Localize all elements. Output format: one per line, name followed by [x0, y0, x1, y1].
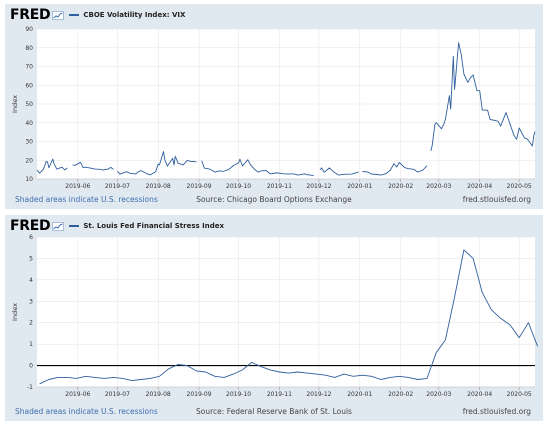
chart-footer: Shaded areas indicate U.S. recessions So… [5, 195, 543, 205]
y-tick-label: 2 [29, 320, 33, 327]
x-tick-label: 2019-07 [105, 183, 130, 190]
x-tick-label: 2020-03 [426, 391, 451, 398]
y-tick-label: 50 [25, 101, 33, 108]
fred-logo[interactable]: FRED [10, 218, 51, 234]
fred-logo-chart-icon [52, 221, 65, 231]
y-tick-label: 4 [29, 277, 33, 284]
chart-header: FRED CBOE Volatility Index: VIX [10, 7, 185, 23]
y-axis-label: Index [11, 303, 19, 321]
series-line [362, 162, 428, 176]
x-tick-label: 2020-05 [507, 183, 532, 190]
vix-chart: 10 20 30 40 50 60 70 80 90 2019-06 2019-07 2019-08 2… [11, 26, 536, 190]
fred-logo-chart-icon [52, 10, 65, 20]
x-tick-label: 2020-04 [467, 391, 492, 398]
y-tick-label: 6 [29, 234, 33, 241]
fred-logo[interactable]: FRED [10, 7, 51, 23]
x-tick-label: 2019-08 [146, 391, 171, 398]
y-tick-label: 1 [29, 341, 33, 348]
y-tick-label: 0 [29, 363, 33, 370]
x-tick-label: 2019-09 [187, 391, 212, 398]
y-tick-label: 20 [25, 157, 33, 164]
series-line [39, 249, 539, 385]
y-tick-label: 60 [25, 82, 33, 89]
x-tick-label: 2019-12 [306, 391, 331, 398]
x-tick-label: 2019-10 [226, 391, 251, 398]
y-axis-label: Index [11, 95, 19, 113]
y-tick-label: -1 [27, 384, 33, 391]
series-title: CBOE Volatility Index: VIX [83, 11, 186, 19]
stress-index-chart: -1 0 1 2 3 4 5 6 2019-06 2019-07 2019-08 2019-09 201… [11, 234, 539, 398]
recession-note-link[interactable]: Shaded areas indicate U.S. recessions [15, 407, 158, 416]
vix-chart-panel: FRED CBOE Volatility Index: VIX 10 20 30 40… [5, 4, 543, 209]
site-link[interactable]: fred.stlouisfed.org [462, 195, 531, 204]
y-tick-label: 40 [25, 120, 33, 127]
y-tick-label: 90 [25, 26, 33, 33]
x-tick-label: 2019-08 [146, 183, 171, 190]
site-link[interactable]: fred.stlouisfed.org [462, 407, 531, 416]
x-tick-label: 2019-09 [187, 183, 212, 190]
legend-line-icon [69, 14, 80, 16]
y-tick-label: 5 [29, 255, 33, 262]
source-text: Source: Federal Reserve Bank of St. Loui… [196, 407, 352, 416]
x-tick-label: 2020-04 [467, 183, 492, 190]
x-tick-label: 2019-12 [306, 183, 331, 190]
y-tick-label: 30 [25, 139, 33, 146]
x-tick-label: 2020-01 [347, 391, 372, 398]
x-tick-label: 2019-11 [267, 183, 292, 190]
x-tick-label: 2020-05 [507, 391, 532, 398]
series-line [117, 151, 197, 176]
legend-line-icon [69, 225, 80, 227]
x-tick-label: 2019-07 [105, 391, 130, 398]
x-tick-label: 2019-06 [65, 183, 90, 190]
stress-index-chart-panel: FRED St. Louis Fed Financial Stress Inde… [5, 215, 543, 421]
x-tick-label: 2020-02 [388, 391, 413, 398]
y-tick-label: 3 [29, 298, 33, 305]
y-tick-label: 80 [25, 45, 33, 52]
series-line [319, 167, 359, 176]
x-tick-label: 2019-11 [267, 391, 292, 398]
chart-footer: Shaded areas indicate U.S. recessions So… [5, 407, 543, 417]
x-tick-label: 2020-03 [426, 183, 451, 190]
x-tick-label: 2019-10 [226, 183, 251, 190]
plot-area [37, 237, 535, 387]
series-title: St. Louis Fed Financial Stress Index [83, 222, 224, 230]
x-tick-label: 2020-01 [347, 183, 372, 190]
x-tick-label: 2020-02 [388, 183, 413, 190]
y-tick-label: 10 [25, 176, 33, 183]
series-line [72, 161, 114, 171]
y-tick-label: 70 [25, 64, 33, 71]
series-line [430, 42, 536, 152]
recession-note-link[interactable]: Shaded areas indicate U.S. recessions [15, 195, 158, 204]
series-line [201, 158, 314, 177]
source-text: Source: Chicago Board Options Exchange [196, 195, 352, 204]
chart-header: FRED St. Louis Fed Financial Stress Inde… [10, 218, 224, 234]
series-line [36, 158, 68, 174]
x-tick-label: 2019-06 [65, 391, 90, 398]
